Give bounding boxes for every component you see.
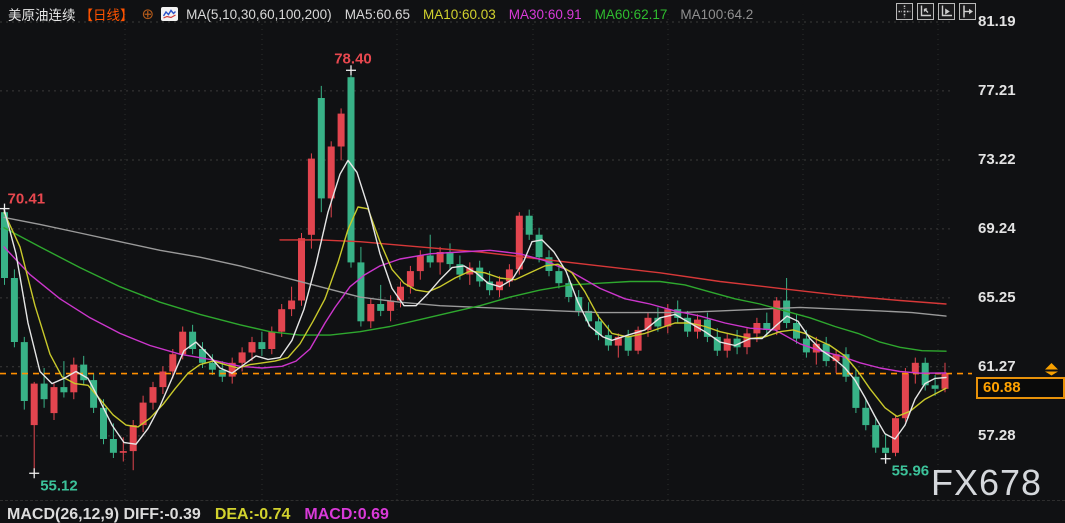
axis-price-label: 57.28: [978, 427, 1016, 444]
price-extreme-label: 55.96: [892, 463, 930, 480]
macd-value-1: DEA:-0.74: [214, 506, 291, 523]
axis-price-label: 69.24: [978, 220, 1016, 237]
scroll-right-icon: [963, 5, 973, 18]
crosshair-icon: [898, 5, 911, 18]
legend-ma5: MA5:60.65: [344, 6, 410, 22]
chart-type-icon[interactable]: [161, 7, 179, 21]
macd-indicator-bar: MACD(26,12,9) DIFF:-0.39 DEA:-0.74 MACD:0.…: [7, 506, 403, 523]
macd-value-2: MACD:0.69: [304, 506, 389, 523]
instrument-title: 美原油连续: [8, 8, 76, 23]
axis-price-label: 61.27: [978, 358, 1016, 375]
legend-ma10: MA10:60.03: [422, 6, 496, 22]
axis-zoom-out-icon: [941, 5, 952, 17]
macd-value-0: MACD(26,12,9) DIFF:-0.39: [7, 506, 201, 523]
chart-header: 美原油连续 【日线】 ⊕ MA(5,10,30,60,100,200) MA5:…: [8, 4, 753, 24]
legend-ma100: MA100:64.2: [680, 6, 754, 22]
ma-legend: MA5:60.65 MA10:60.03 MA30:60.91 MA60:62.17 M…: [332, 7, 754, 22]
axis-price-label: 81.19: [978, 13, 1016, 30]
legend-ma60: MA60:62.17: [594, 6, 668, 22]
axis-price-label: 73.22: [978, 151, 1016, 168]
price-extreme-label: 70.41: [8, 191, 46, 208]
chart-toolbar: [896, 3, 980, 20]
crosshair-tool-button[interactable]: [896, 3, 913, 20]
ma-group-label: MA(5,10,30,60,100,200): [186, 6, 332, 22]
double-arrow-up-icon: [1045, 363, 1058, 376]
fx678-watermark: FX678: [931, 462, 1043, 503]
axis-zoom-out-button[interactable]: [938, 3, 955, 20]
axis-price-label: 65.25: [978, 289, 1016, 306]
axis-zoom-in-icon: [920, 5, 931, 17]
panel-divider: [0, 500, 1065, 501]
price-extreme-label: 78.40: [334, 50, 372, 67]
scale-scroll-up-control[interactable]: [1043, 363, 1060, 381]
timeframe-label[interactable]: 【日线】: [79, 8, 134, 23]
scroll-right-button[interactable]: [959, 3, 976, 20]
axis-zoom-in-button[interactable]: [917, 3, 934, 20]
last-price-badge: 60.88: [976, 377, 1065, 399]
legend-ma30: MA30:60.91: [508, 6, 582, 22]
add-indicator-icon[interactable]: ⊕: [141, 5, 155, 23]
price-extreme-label: 55.12: [40, 477, 78, 494]
axis-price-label: 77.21: [978, 82, 1016, 99]
